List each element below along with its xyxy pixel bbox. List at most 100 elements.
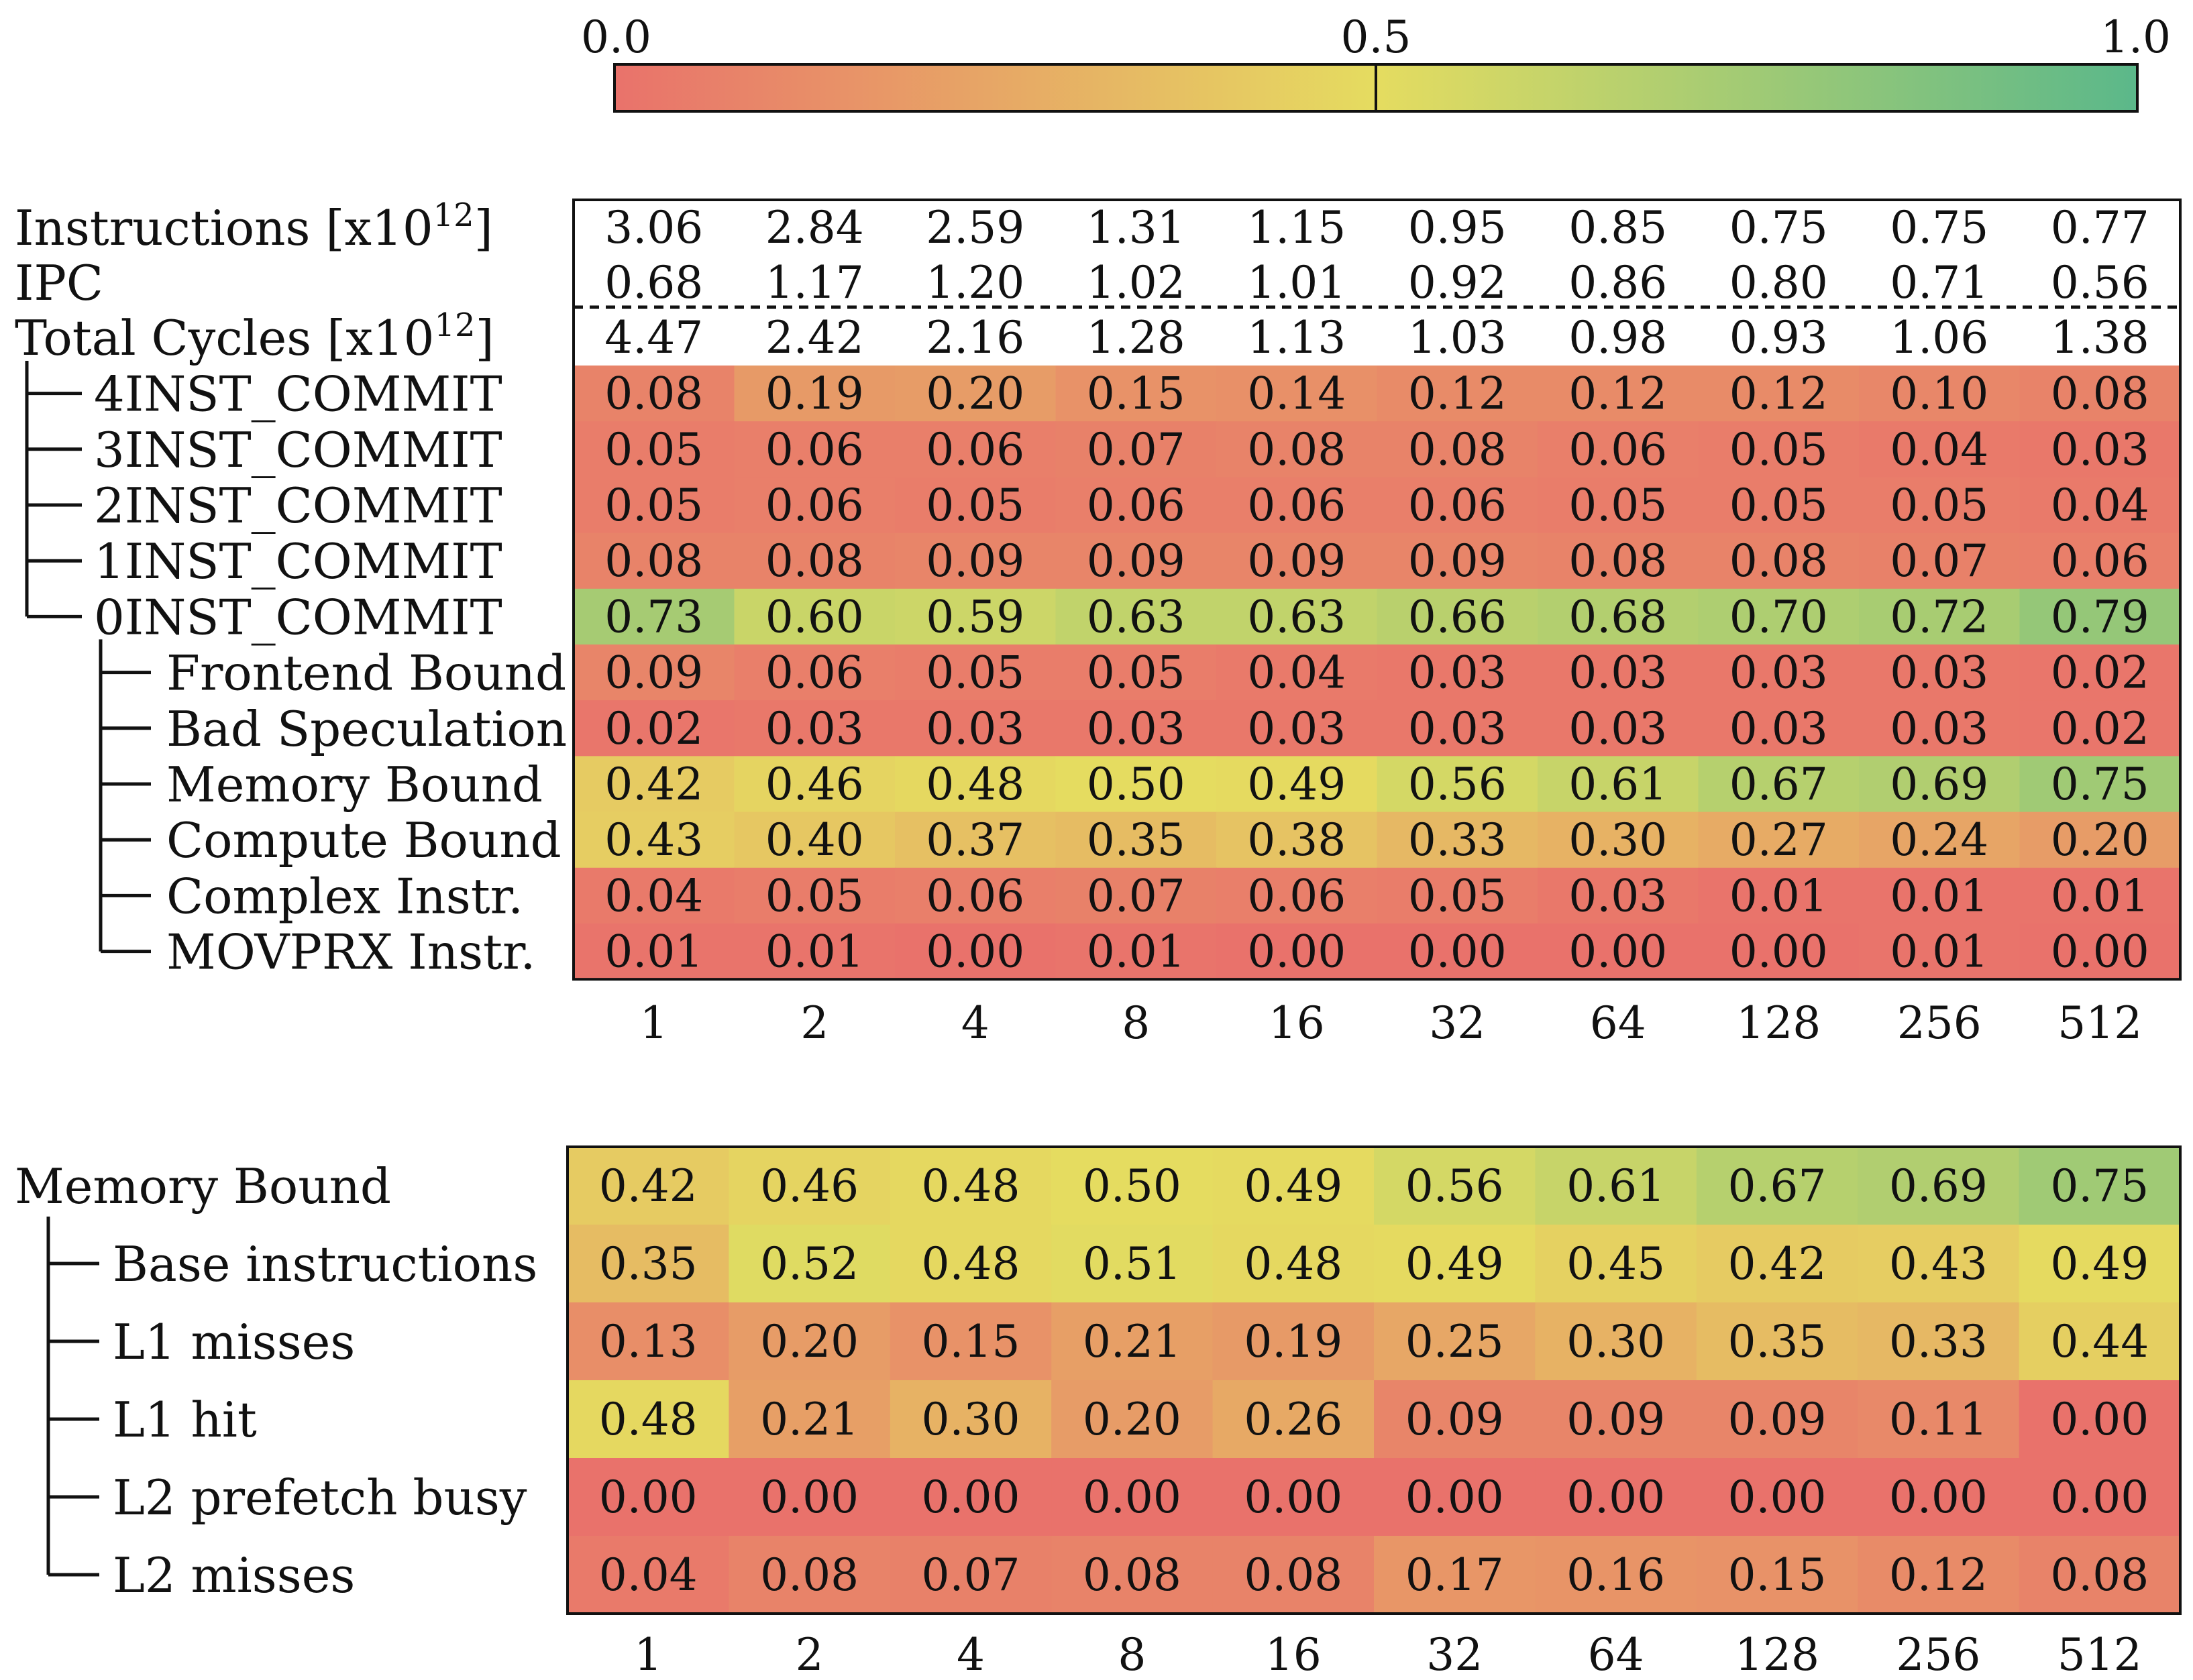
heatmap-cell	[1055, 756, 1217, 813]
cell-value: 0.72	[1890, 591, 1988, 642]
heatmap-cell	[1216, 588, 1378, 645]
heatmap-cell	[568, 1302, 729, 1381]
cell-value: 0.08	[604, 368, 703, 420]
heatmap-cell	[890, 1225, 1052, 1303]
cell-value: 0.35	[1728, 1316, 1827, 1367]
row-label: Bad Speculation	[166, 701, 567, 757]
cell-value: 0.21	[760, 1394, 859, 1445]
cell-value: 0.04	[599, 1549, 698, 1601]
heatmap-cell	[1535, 1225, 1697, 1303]
heatmap-cell	[1696, 1380, 1858, 1459]
row-label: Memory Bound	[15, 1158, 391, 1215]
heatmap-cell	[1859, 421, 2021, 478]
heatmap-cell	[574, 811, 735, 869]
x-tick-label: 2	[800, 997, 828, 1049]
x-tick-label: 1	[634, 1629, 662, 1680]
heatmap-cell	[2019, 1147, 2181, 1225]
cell-value: 0.05	[1890, 480, 1988, 531]
heatmap-cell	[1698, 756, 1860, 813]
cell-value: 0.61	[1568, 759, 1667, 810]
cell-value: 0.09	[1247, 535, 1346, 587]
x-tick-label: 256	[1897, 997, 1982, 1049]
heatmap-cell	[890, 1147, 1052, 1225]
heatmap-cell	[574, 923, 735, 980]
cell-value: 0.01	[1729, 870, 1828, 921]
cell-value: 0.05	[1408, 870, 1507, 921]
cell-value: 0.19	[1244, 1316, 1342, 1367]
cell-value: 0.37	[926, 814, 1024, 866]
heatmap-cell	[1055, 421, 1217, 478]
cell-value: 0.08	[1408, 424, 1507, 475]
cell-value: 0.06	[765, 480, 864, 531]
row-label: 1INST_COMMIT	[94, 533, 502, 590]
cell-value: 0.07	[922, 1549, 1020, 1601]
cell-value: 0.05	[604, 424, 703, 475]
heatmap-cell	[1377, 366, 1538, 422]
heatmap-cell	[729, 1147, 891, 1225]
heatmap-cell	[895, 421, 1057, 478]
cell-value: 0.00	[1083, 1471, 1181, 1523]
cell-value: 0.15	[1728, 1549, 1827, 1601]
cell-value: 0.00	[1889, 1471, 1988, 1523]
cell-value: 0.03	[1408, 647, 1507, 699]
cell-value: 0.48	[1244, 1238, 1342, 1290]
heatmap-cell	[574, 421, 735, 478]
info-value: 2.16	[926, 312, 1024, 363]
cell-value: 0.08	[1247, 424, 1346, 475]
heatmap-cell	[1698, 923, 1860, 980]
row-label: Compute Bound	[166, 812, 561, 869]
heatmap-cell	[574, 867, 735, 924]
cell-value: 0.00	[760, 1471, 859, 1523]
cell-value: 0.25	[1405, 1316, 1504, 1367]
heatmap-cell	[1377, 923, 1538, 980]
bottom-heatmap: 0.42 0.46 0.48 0.50 0.49 0.56 0.61 0.67 0.69 0.75…	[15, 1145, 2182, 1680]
cell-value: 0.75	[2050, 1160, 2149, 1212]
cell-value: 0.66	[1408, 591, 1507, 642]
cell-value: 0.08	[2051, 368, 2149, 420]
heatmap-cell	[574, 700, 735, 757]
heatmap-cell	[734, 811, 896, 869]
cell-value: 0.09	[1566, 1394, 1665, 1445]
cell-value: 0.63	[1087, 591, 1185, 642]
heatmap-cell	[2019, 1225, 2181, 1303]
cell-value: 0.03	[1729, 703, 1828, 754]
cell-value: 0.12	[1729, 368, 1828, 420]
heatmap-cell	[2019, 811, 2181, 869]
cell-value: 0.06	[926, 870, 1024, 921]
x-tick-label: 2	[796, 1629, 824, 1680]
heatmap-cell	[1377, 588, 1538, 645]
heatmap-cell	[1055, 366, 1217, 422]
cell-value: 0.00	[2050, 1394, 2149, 1445]
heatmap-cell	[1377, 477, 1538, 534]
cell-value: 0.56	[1408, 759, 1507, 810]
cell-value: 0.05	[926, 480, 1024, 531]
info-value: 0.95	[1408, 202, 1507, 254]
info-value: 1.02	[1087, 257, 1185, 309]
cell-value: 0.01	[1890, 926, 1988, 978]
colorbar-tick-label: 0.0	[581, 11, 651, 63]
heatmap-cell	[729, 1536, 891, 1614]
heatmap-cell	[1374, 1380, 1536, 1459]
cell-value: 0.45	[1566, 1238, 1665, 1290]
x-tick-label: 512	[2057, 1629, 2142, 1680]
info-value: 1.03	[1408, 312, 1507, 363]
cell-value: 0.06	[765, 424, 864, 475]
heatmap-cell	[734, 477, 896, 534]
heatmap-cell	[1698, 645, 1860, 701]
cell-value: 0.04	[1890, 424, 1988, 475]
heatmap-cell	[568, 1147, 729, 1225]
info-value: 0.93	[1729, 312, 1828, 363]
cell-value: 0.08	[1568, 535, 1667, 587]
table-frame	[566, 1145, 2182, 1615]
x-tick-label: 512	[2057, 997, 2142, 1049]
row-label: L1 hit	[113, 1392, 257, 1448]
heatmap-cell	[1859, 588, 2021, 645]
info-value: 1.38	[2051, 312, 2149, 363]
info-value: 1.13	[1247, 312, 1346, 363]
heatmap-cell	[1859, 756, 2021, 813]
cell-value: 0.03	[1568, 703, 1667, 754]
cell-value: 0.01	[765, 926, 864, 978]
heatmap-cell	[1859, 811, 2021, 869]
cell-value: 0.02	[604, 703, 703, 754]
info-value: 4.47	[604, 312, 703, 363]
